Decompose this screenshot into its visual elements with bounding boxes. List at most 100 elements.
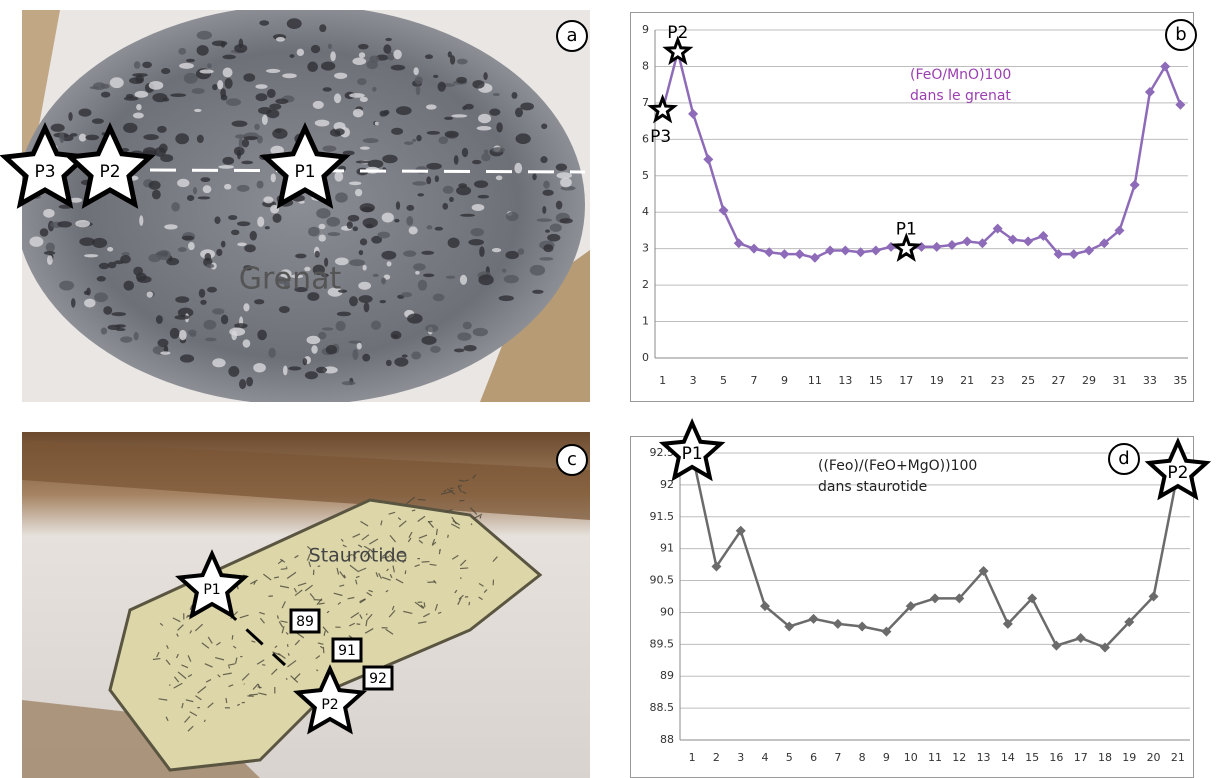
grain <box>239 379 246 389</box>
grain <box>401 292 412 297</box>
x-tick-label: 21 <box>960 374 974 387</box>
grain <box>203 320 216 330</box>
grain <box>352 349 358 360</box>
grain <box>295 254 306 259</box>
grain <box>222 55 235 60</box>
grain <box>407 314 423 324</box>
grain <box>445 131 459 138</box>
grain <box>243 303 249 311</box>
grain <box>207 287 217 293</box>
grain <box>456 77 467 84</box>
y-tick-label: 7 <box>642 96 649 109</box>
grain <box>377 232 390 239</box>
grain <box>43 209 54 218</box>
x-tick-label: 19 <box>1122 751 1136 764</box>
x-tick-label: 31 <box>1112 374 1126 387</box>
grain <box>59 132 64 143</box>
grain <box>473 328 488 337</box>
grain <box>303 358 308 365</box>
grain <box>499 295 514 301</box>
grain <box>532 290 544 294</box>
grain <box>402 354 408 357</box>
grain <box>360 203 375 212</box>
grain <box>149 81 164 90</box>
grain <box>59 281 74 291</box>
grain <box>347 221 353 229</box>
grain <box>319 234 326 241</box>
grain <box>532 173 536 180</box>
grain <box>244 244 256 252</box>
grain <box>188 242 195 250</box>
garnet-crystal <box>15 5 585 405</box>
grain <box>357 78 366 85</box>
grain <box>363 138 379 143</box>
grain <box>101 92 110 98</box>
figure: Grenat P3P2P1 a Staurotide P1P2899192 c … <box>0 0 1216 778</box>
x-tick-label: 13 <box>977 751 991 764</box>
grain <box>255 84 267 89</box>
grain <box>71 298 75 308</box>
grain <box>221 95 228 101</box>
grain <box>358 44 369 49</box>
grain <box>257 181 264 189</box>
grain <box>75 220 90 227</box>
grain <box>253 363 266 373</box>
grain <box>560 178 572 188</box>
grain <box>481 153 490 161</box>
grain <box>221 241 226 248</box>
grain <box>359 295 373 303</box>
grain <box>207 63 212 68</box>
fracture <box>316 670 318 671</box>
grain <box>540 156 547 163</box>
grain <box>359 250 364 255</box>
grain <box>502 269 506 273</box>
grain <box>375 121 379 125</box>
grain <box>29 237 43 247</box>
grain <box>430 346 441 353</box>
grain <box>266 109 279 118</box>
grain <box>342 381 356 385</box>
grain <box>409 226 418 234</box>
grain <box>198 196 210 199</box>
grain <box>556 201 563 210</box>
grain <box>237 221 250 226</box>
grain <box>448 238 460 248</box>
grain <box>101 327 107 334</box>
grain <box>435 175 439 182</box>
grain <box>152 190 161 200</box>
grain <box>444 117 453 120</box>
grain <box>426 176 431 184</box>
grain <box>225 78 233 89</box>
grain <box>79 237 95 246</box>
grain <box>496 122 503 132</box>
grain <box>273 213 282 222</box>
y-tick-label: 90.5 <box>650 574 675 587</box>
x-tick-label: 17 <box>899 374 913 387</box>
grain <box>242 139 249 148</box>
x-tick-label: 19 <box>930 374 944 387</box>
grain <box>328 44 332 49</box>
grain <box>232 121 248 127</box>
grain <box>68 112 72 121</box>
grain <box>394 357 408 366</box>
grain <box>197 45 209 56</box>
grain <box>224 184 231 190</box>
grain <box>164 224 177 229</box>
x-tick-label: 6 <box>810 751 817 764</box>
grain <box>472 204 485 211</box>
grain <box>334 171 343 181</box>
grain <box>383 44 391 54</box>
grain <box>443 186 454 194</box>
grain <box>372 87 377 92</box>
fracture <box>448 535 449 538</box>
grain <box>464 345 477 351</box>
panel-label: b <box>1175 24 1186 45</box>
grain <box>358 282 371 290</box>
x-tick-label: 1 <box>689 751 696 764</box>
grain <box>142 62 152 69</box>
grain <box>416 86 421 96</box>
grain <box>457 332 471 340</box>
grain <box>103 306 112 315</box>
grain <box>330 51 336 61</box>
grain <box>134 61 141 69</box>
